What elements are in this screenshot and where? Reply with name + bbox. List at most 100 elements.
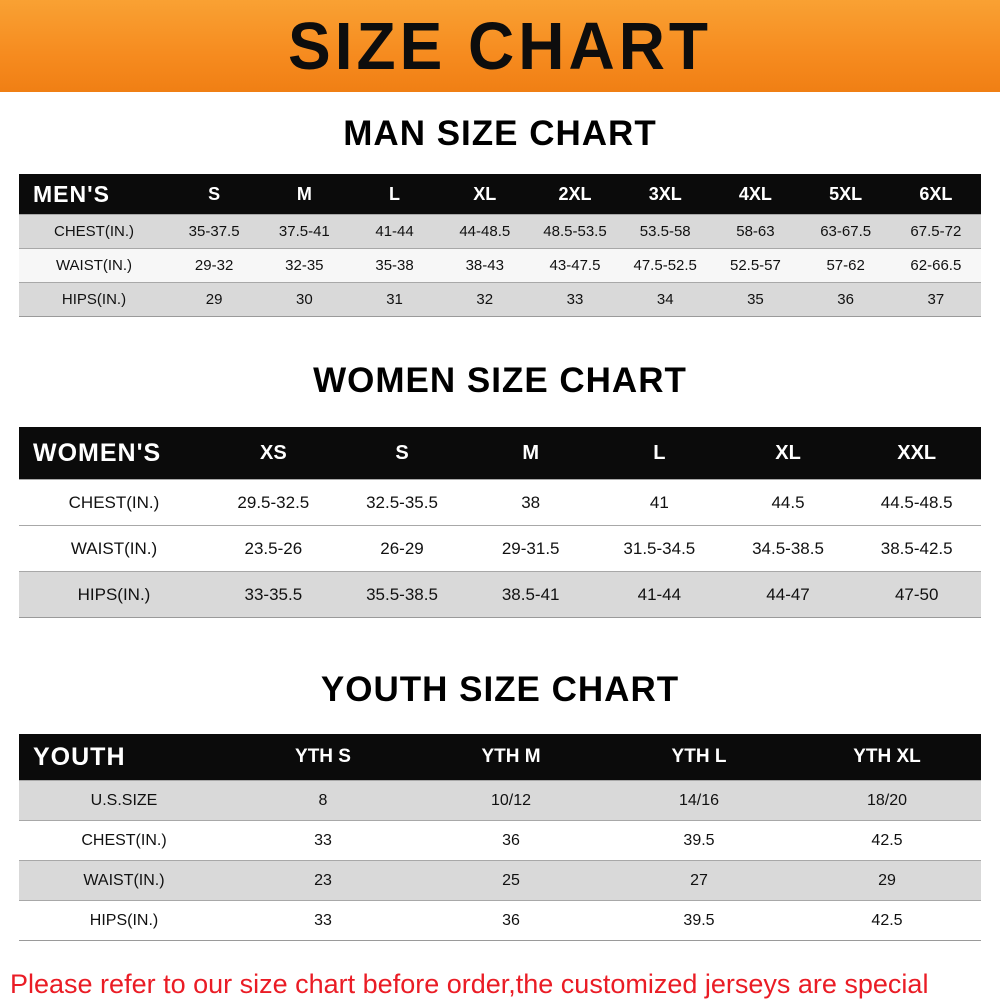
footer-note: Please refer to our size chart before or…: [0, 967, 1000, 1000]
footer-note-line-1: Please refer to our size chart before or…: [10, 969, 929, 999]
women-size-table: WOMEN'S XS S M L XL XXL CHEST(IN.) 29.5-32.5 32.5…: [19, 427, 981, 618]
table-cell: 26-29: [380, 538, 424, 558]
man-size-table: MEN'S S M L XL 2XL 3XL 4XL 5XL 6XL CHEST(IN.) 35-37…: [19, 174, 981, 317]
column-header: YTH S: [295, 746, 351, 767]
table-cell: 48.5-53.5: [543, 223, 607, 240]
column-header: XL: [473, 183, 497, 204]
women-section-title: WOMEN SIZE CHART: [313, 361, 687, 400]
table-row: WAIST(IN.) 29-32 32-35 35-38 38-43 43-47.5 47.…: [19, 248, 981, 282]
column-header: XL: [775, 441, 801, 464]
column-header: XXL: [897, 441, 937, 464]
table-cell: 35-37.5: [188, 223, 240, 240]
youth-size-table: YOUTH YTH S YTH M YTH L YTH XL U.S.SIZE 8 10/12…: [19, 734, 981, 941]
table-cell: 29-31.5: [501, 538, 560, 558]
table-cell: 14/16: [678, 791, 720, 809]
table-cell: 53.5-58: [639, 223, 691, 240]
column-header: L: [653, 441, 666, 464]
banner-title: SIZE CHART: [288, 8, 712, 84]
table-cell: 23: [314, 871, 332, 889]
table-cell: 31: [386, 291, 403, 308]
table-header-row: WOMEN'S XS S M L XL XXL: [19, 427, 981, 479]
table-body: CHEST(IN.) 35-37.5 37.5-41 41-44 44-48.5 48.5…: [19, 214, 981, 316]
table-cell: 44.5: [771, 492, 805, 512]
table-cell: 43-47.5: [549, 257, 601, 274]
table-cell: 47.5-52.5: [633, 257, 697, 274]
table-cell: 36: [502, 831, 520, 849]
man-size-chart-section: MAN SIZE CHART: [0, 114, 1000, 154]
table-row: HIPS(IN.) 33 36 39.5 42.5: [19, 900, 981, 940]
column-header: L: [389, 183, 401, 204]
table-cell: 38-43: [465, 257, 504, 274]
table-cell: 62-66.5: [910, 257, 962, 274]
table-cell: 32.5-35.5: [366, 492, 438, 512]
column-header: YTH XL: [853, 746, 921, 767]
table-cell: 35-38: [375, 257, 414, 274]
column-header: S: [395, 441, 409, 464]
table-cell: 34.5-38.5: [752, 538, 824, 558]
table-cell: 32-35: [285, 257, 324, 274]
table-cell: 36: [837, 291, 854, 308]
table-cell: 23.5-26: [244, 538, 303, 558]
table-cell: 42.5: [871, 911, 903, 929]
table-cell: 42.5: [871, 831, 903, 849]
column-header: 5XL: [829, 183, 863, 204]
row-label: WAIST(IN.): [70, 538, 158, 558]
column-header: S: [208, 183, 221, 204]
column-header: M: [522, 441, 540, 464]
row-label: HIPS(IN.): [89, 911, 159, 929]
table-cell: 31.5-34.5: [623, 538, 696, 558]
table-corner-label: YOUTH: [33, 742, 126, 771]
table-cell: 41: [649, 492, 669, 512]
column-header: XS: [259, 441, 287, 464]
table-cell: 52.5-57: [729, 257, 781, 274]
table-cell: 57-62: [826, 257, 865, 274]
table-header-row: MEN'S S M L XL 2XL 3XL 4XL 5XL 6XL: [19, 174, 981, 214]
table-cell: 41-44: [375, 223, 414, 240]
column-header: YTH M: [481, 746, 541, 767]
row-label: U.S.SIZE: [90, 791, 158, 809]
table-cell: 18/20: [866, 791, 908, 809]
table-cell: 29: [878, 871, 896, 889]
table-cell: 39.5: [683, 911, 715, 929]
man-section-title: MAN SIZE CHART: [343, 114, 657, 153]
table-cell: 29-32: [194, 257, 234, 274]
table-row: HIPS(IN.) 33-35.5 35.5-38.5 38.5-41 41-44 44-…: [19, 571, 981, 617]
table-cell: 33: [566, 291, 584, 308]
table-cell: 36: [502, 911, 520, 929]
table-cell: 27: [690, 871, 708, 889]
youth-section-title: YOUTH SIZE CHART: [320, 670, 680, 709]
table-body: CHEST(IN.) 29.5-32.5 32.5-35.5 38 41 44.5 44.5…: [19, 479, 981, 617]
table-cell: 29.5-32.5: [237, 492, 310, 512]
banner: SIZE CHART: [0, 0, 1000, 92]
row-label: WAIST(IN.): [83, 871, 165, 889]
table-row: WAIST(IN.) 23 25 27 29: [19, 860, 981, 900]
table-cell: 35: [747, 291, 764, 308]
row-label: HIPS(IN.): [77, 584, 151, 604]
table-row: CHEST(IN.) 29.5-32.5 32.5-35.5 38 41 44.5 44.5…: [19, 479, 981, 525]
table-cell: 44-47: [766, 584, 810, 604]
table-row: CHEST(IN.) 35-37.5 37.5-41 41-44 44-48.5 48.5…: [19, 214, 981, 248]
table-row: WAIST(IN.) 23.5-26 26-29 29-31.5 31.5-34.5 34…: [19, 525, 981, 571]
row-label: CHEST(IN.): [68, 492, 160, 512]
table-cell: 8: [318, 791, 328, 809]
table-corner-label: MEN'S: [33, 180, 110, 207]
table-cell: 44.5-48.5: [880, 492, 953, 512]
table-cell: 35.5-38.5: [366, 584, 438, 604]
column-header: YTH L: [671, 746, 727, 767]
table-body: U.S.SIZE 8 10/12 14/16 18/20 CHEST(IN.) 33 36 39…: [19, 780, 981, 940]
table-cell: 33: [314, 831, 332, 849]
table-cell: 58-63: [736, 223, 775, 240]
table-cell: 10/12: [490, 791, 532, 809]
column-header: M: [296, 183, 312, 204]
row-label: HIPS(IN.): [61, 291, 127, 308]
row-label: CHEST(IN.): [81, 831, 167, 849]
table-cell: 32: [476, 291, 494, 308]
table-cell: 41-44: [637, 584, 682, 604]
row-label: CHEST(IN.): [54, 223, 134, 240]
table-cell: 30: [295, 291, 313, 308]
table-cell: 25: [502, 871, 520, 889]
column-header: 4XL: [738, 183, 772, 204]
table-row: U.S.SIZE 8 10/12 14/16 18/20: [19, 780, 981, 820]
table-header-row: YOUTH YTH S YTH M YTH L YTH XL: [19, 734, 981, 780]
